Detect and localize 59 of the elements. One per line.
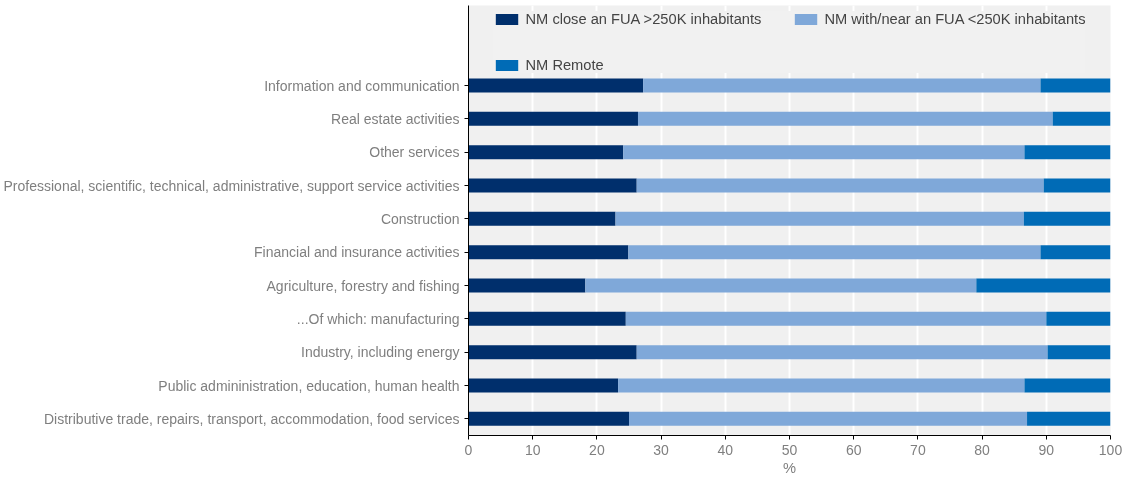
x-tick-label: 10 [524, 441, 541, 458]
bar [468, 345, 637, 360]
x-tick-label: 80 [974, 441, 991, 458]
bar [1024, 378, 1111, 393]
x-tick-label: 70 [910, 441, 926, 458]
bar [468, 178, 637, 193]
legend-label: NM with/near an FUA <250K inhabitants [824, 11, 1086, 27]
bar [1043, 178, 1111, 193]
y-tick-label: Industry, including energy [301, 344, 460, 361]
bar [1024, 145, 1111, 160]
bar [1046, 311, 1111, 326]
x-tick-label: 30 [653, 441, 670, 458]
bar [615, 211, 1024, 226]
bar [636, 345, 1048, 360]
y-tick-label: Real estate activities [331, 110, 460, 127]
x-tick-label: 60 [845, 441, 862, 458]
legend-label: NM Remote [525, 57, 604, 73]
y-tick-label: Agriculture, forestry and fishing [266, 277, 460, 294]
y-tick-label: Professional, scientific, technical, administrative, support service activities [3, 177, 460, 194]
bar [468, 278, 586, 293]
bar [468, 311, 626, 326]
x-tick-label: 90 [1038, 441, 1055, 458]
bar [585, 278, 977, 293]
bar [629, 411, 1028, 426]
y-tick-label: Construction [380, 210, 460, 227]
bar [1047, 345, 1111, 360]
x-tick-label: 40 [717, 441, 734, 458]
bar [625, 311, 1047, 326]
y-tick-label: ...Of which: manufacturing [296, 310, 460, 327]
bar [1052, 111, 1111, 126]
legend-label: NM close an FUA >250K inhabitants [525, 11, 762, 27]
bar [623, 145, 1025, 160]
bar [468, 211, 616, 226]
bar [643, 78, 1041, 93]
bar [468, 78, 644, 93]
bar [1040, 245, 1111, 260]
x-tick-label: 100 [1098, 441, 1123, 458]
bar [1027, 411, 1111, 426]
x-tick-label: 0 [464, 441, 473, 458]
bar [1023, 211, 1111, 226]
bar [468, 411, 629, 426]
y-tick-label: Public admininistration, education, human health [158, 377, 460, 394]
bar [468, 111, 638, 126]
y-tick-label: Other services [369, 144, 460, 161]
y-tick-label: Information and communication [264, 77, 460, 94]
bar [468, 245, 629, 260]
y-tick-label: Financial and insurance activities [254, 244, 460, 261]
bar [468, 145, 624, 160]
bar [637, 111, 1053, 126]
bar [618, 378, 1025, 393]
bar [976, 278, 1111, 293]
y-tick-label: Distributive trade, repairs, transport, accommodation, food services [43, 410, 460, 427]
bar [468, 378, 619, 393]
bar [628, 245, 1041, 260]
x-tick-label: 50 [781, 441, 798, 458]
bar [1040, 78, 1111, 93]
bar [636, 178, 1044, 193]
x-axis-title: % [782, 459, 797, 476]
x-tick-label: 20 [589, 441, 605, 458]
